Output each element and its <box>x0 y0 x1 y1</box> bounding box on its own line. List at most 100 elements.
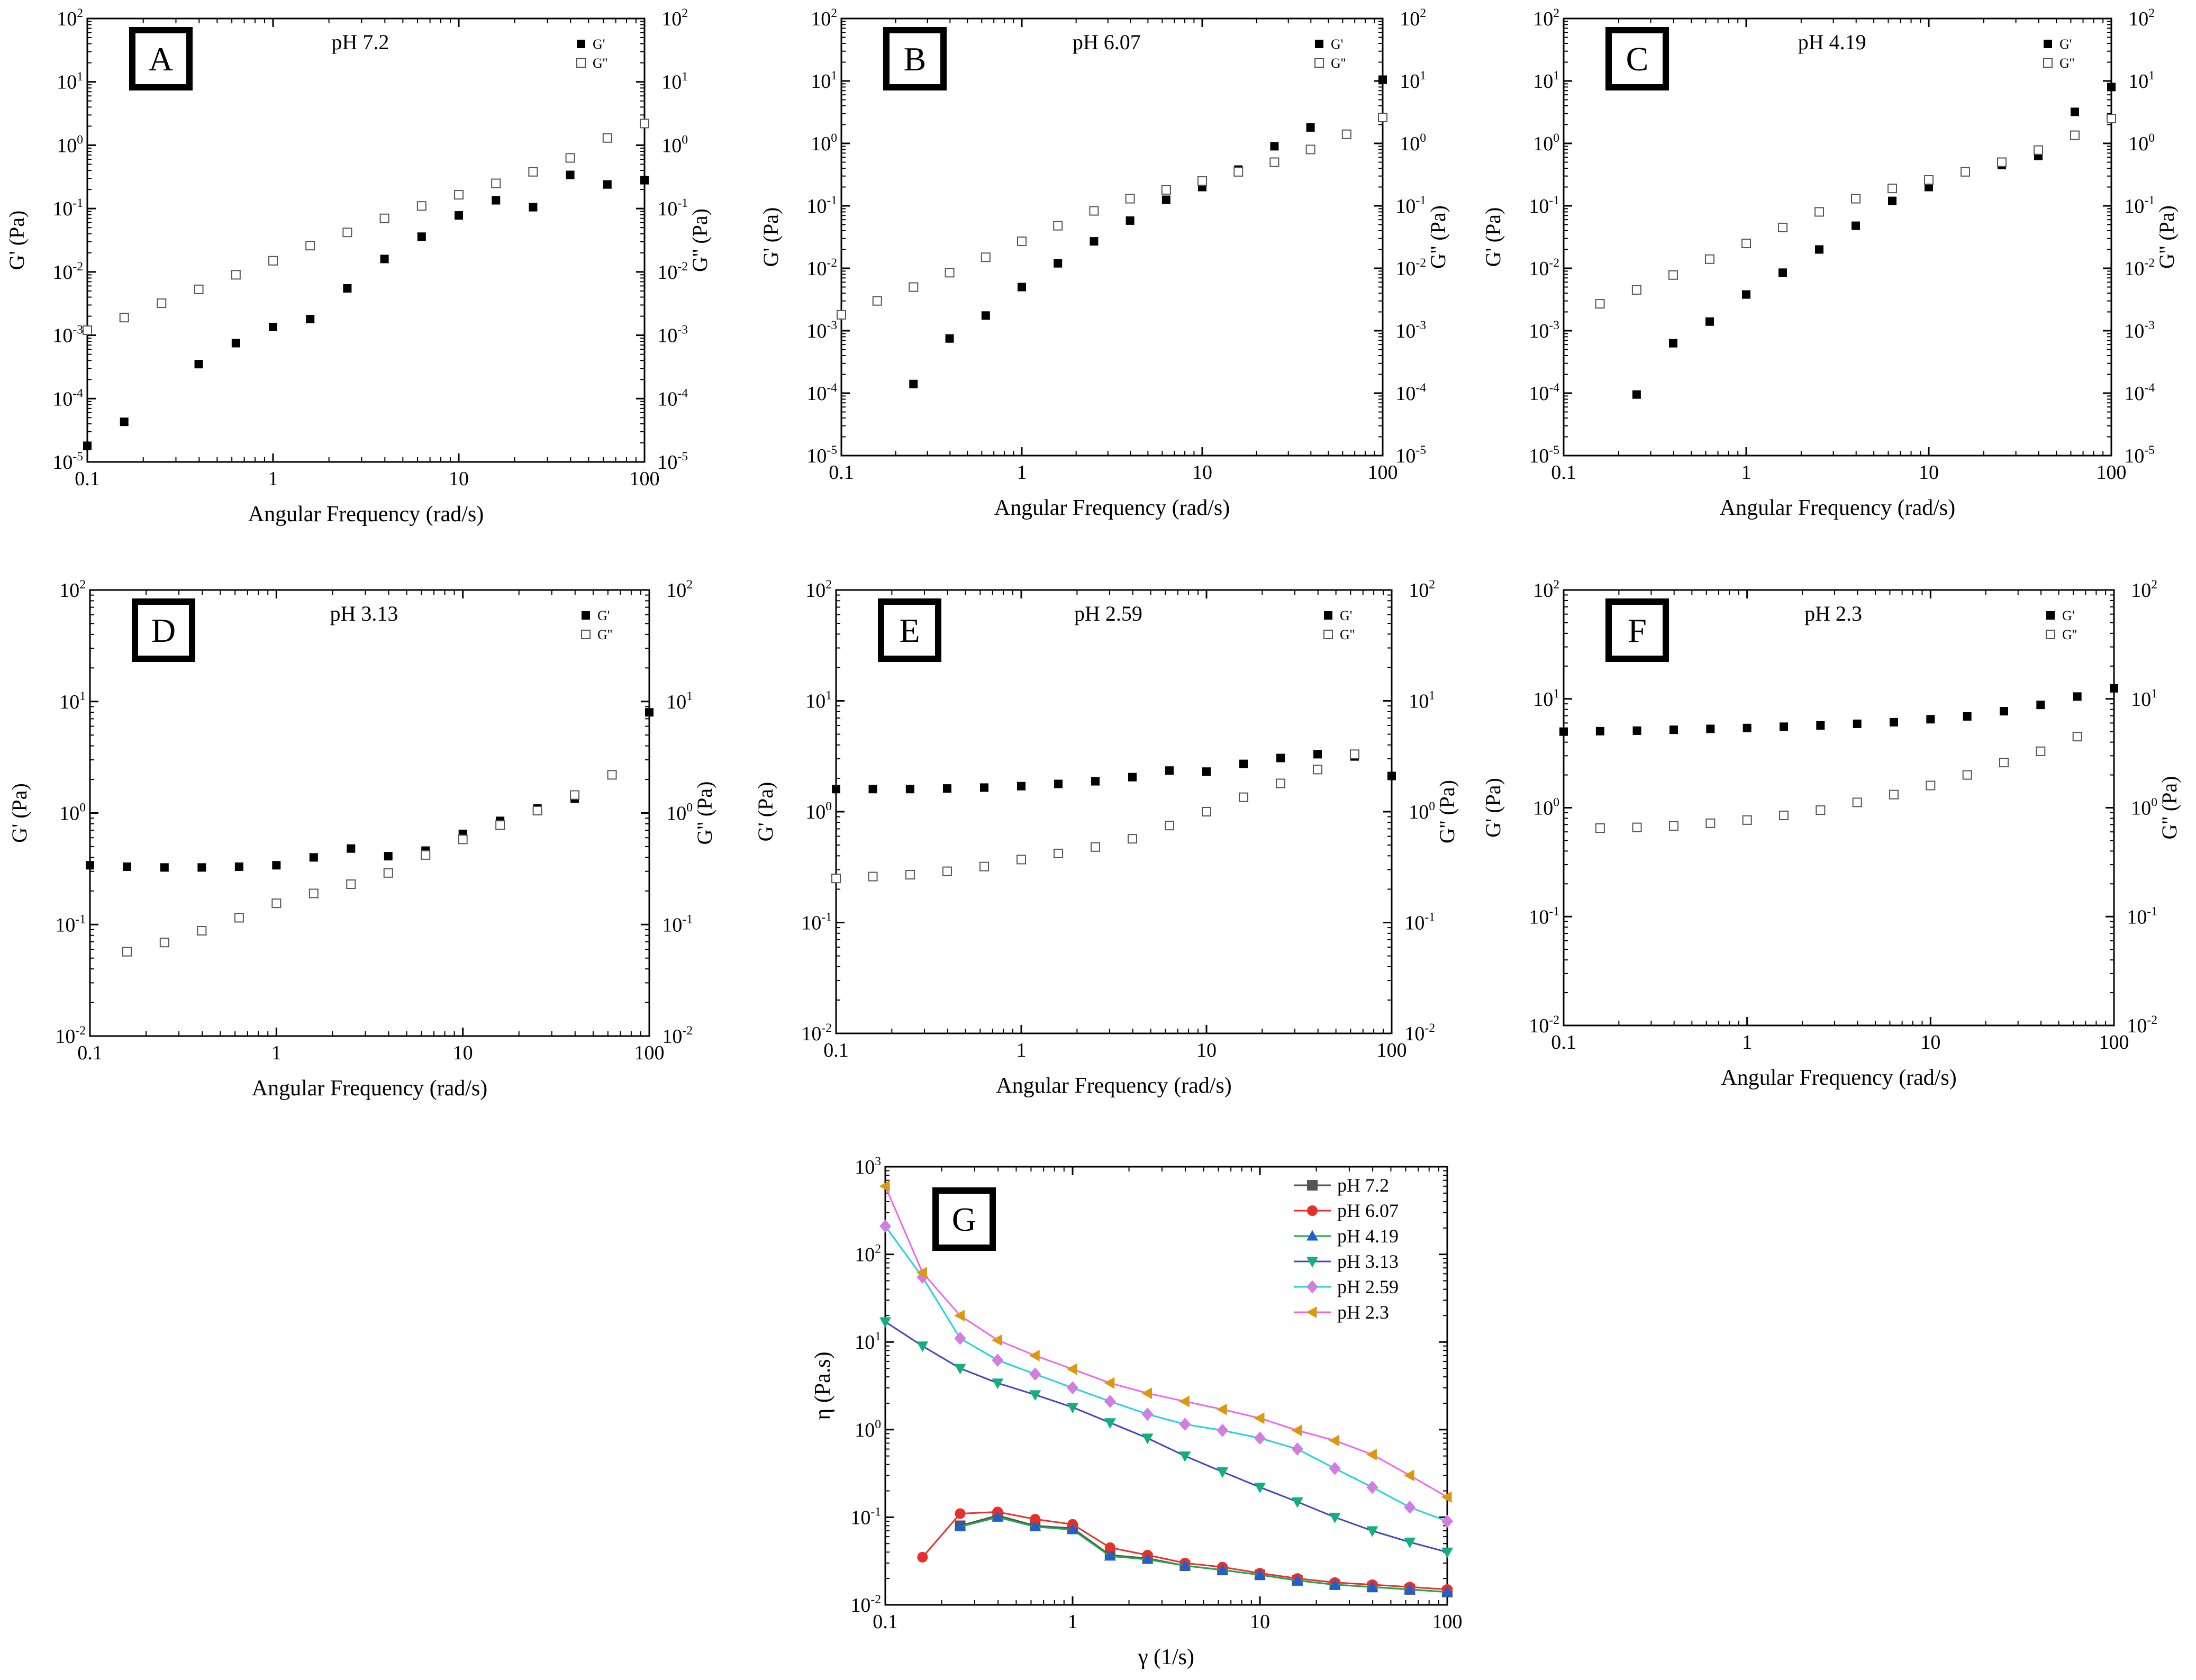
series-ph-4-19 <box>954 1511 1453 1597</box>
y-tick-label: 102 <box>59 578 86 602</box>
series-ph-2-3 <box>879 1180 1452 1503</box>
g-prime-point <box>1632 390 1641 399</box>
legend-label: pH 4.19 <box>1337 1225 1399 1247</box>
series-g-prime <box>909 75 1387 388</box>
legend-label: pH 6.07 <box>1337 1200 1399 1221</box>
g-prime-point <box>868 785 877 794</box>
data-point <box>992 1378 1004 1390</box>
g-double-prime-point <box>1161 185 1171 195</box>
legend-marker <box>1306 1257 1318 1268</box>
data-point <box>1178 1395 1190 1407</box>
y-tick-label: 10-1 <box>52 196 83 220</box>
g-double-prime-point <box>495 820 505 830</box>
y-tick-label: 101 <box>59 689 86 713</box>
y2-tick-label: 101 <box>666 689 693 713</box>
data-point <box>954 1310 965 1322</box>
x-tick-label: 0.1 <box>77 1042 103 1064</box>
y-tick-label: 102 <box>811 6 837 30</box>
x-tick-label: 100 <box>1368 461 1398 484</box>
y-axis-label-left: G' (Pa) <box>5 211 29 270</box>
g-double-prime-point <box>1341 129 1351 139</box>
y-tick-label: 10-2 <box>55 1024 86 1048</box>
g-prime-point <box>945 334 954 343</box>
x-tick-label: 1 <box>1017 461 1027 484</box>
data-point <box>954 1364 966 1375</box>
data-point <box>992 1511 1004 1522</box>
y-tick-label: 10-2 <box>1529 1013 1559 1037</box>
plot-frame <box>1563 17 2112 457</box>
g-double-prime-point <box>383 868 393 878</box>
data-point <box>1291 1424 1302 1437</box>
g-prime-point <box>83 441 92 450</box>
g-double-prime-point <box>945 268 955 278</box>
g-prime-point <box>231 339 240 348</box>
y-tick-label: 100 <box>805 800 832 823</box>
y-tick-label: 100 <box>855 1418 881 1441</box>
series-g-double-prime <box>83 119 649 335</box>
g-prime-point <box>2000 707 2009 716</box>
y-axis-label-right: G'' (Pa) <box>1426 205 1450 269</box>
g-double-prime-point <box>1276 778 1286 788</box>
y-tick-label: 10-2 <box>52 260 83 284</box>
g-prime-point <box>1387 771 1396 780</box>
g-prime-point <box>1668 339 1677 348</box>
x-tick-label: 0.1 <box>829 461 854 484</box>
g-prime-point <box>1165 766 1174 775</box>
g-double-prime-point <box>83 325 92 335</box>
x-tick-label: 1 <box>1742 1031 1752 1054</box>
x-tick-label: 10 <box>1250 1611 1270 1633</box>
y-tick-label: 101 <box>57 70 83 94</box>
x-tick-label: 1 <box>268 468 278 490</box>
g-prime-point <box>343 284 352 293</box>
g-double-prime-point <box>1350 749 1360 759</box>
panel-title: pH 2.3 <box>1804 602 1862 625</box>
y2-tick-label: 102 <box>661 6 688 30</box>
g-prime-point <box>197 863 206 872</box>
g-prime-point <box>1963 712 1972 721</box>
y-tick-label: 10-5 <box>52 450 83 474</box>
g-prime-point <box>269 322 277 331</box>
g-prime-point <box>942 784 951 793</box>
legend-g-double-prime-marker <box>2043 58 2053 68</box>
data-point <box>1179 1451 1191 1463</box>
g-prime-point <box>1239 759 1248 768</box>
g-prime-point <box>1925 183 1933 192</box>
legend-g-double-prime-marker <box>1314 58 1324 68</box>
y-tick-label: 102 <box>57 6 83 30</box>
x-axis-label: Angular Frequency (rad/s) <box>252 1076 488 1101</box>
legend-g-prime-label: G' <box>593 37 605 52</box>
g-double-prime-point <box>1269 157 1280 167</box>
g-prime-point <box>1851 221 1860 230</box>
x-axis-label: Angular Frequency (rad/s) <box>996 1074 1232 1098</box>
g-prime-point <box>909 379 918 388</box>
legend-g-double-prime-label: G'' <box>1340 627 1355 642</box>
plot-frame <box>840 17 1384 457</box>
x-axis-label: Angular Frequency (rad/s) <box>1720 496 1956 520</box>
g-double-prime-point <box>1165 821 1175 831</box>
g-prime-point <box>309 853 318 862</box>
g-double-prime-point <box>1089 206 1099 216</box>
g-prime-point <box>640 176 649 185</box>
data-point <box>992 1354 1004 1367</box>
y2-tick-label: 100 <box>666 801 693 825</box>
y2-tick-label: 101 <box>661 70 688 94</box>
y2-tick-label: 102 <box>1400 6 1426 30</box>
y-tick-label: 101 <box>1533 69 1559 93</box>
g-double-prime-point <box>119 313 129 323</box>
g-prime-point <box>529 203 538 212</box>
data-point <box>1067 1523 1078 1534</box>
plot-frame <box>884 1166 1448 1606</box>
x-tick-label: 0.1 <box>1551 461 1576 484</box>
g-prime-point <box>1054 779 1063 788</box>
y-tick-label: 10-2 <box>850 1593 881 1617</box>
legend-g-prime-marker <box>2044 40 2052 48</box>
panel-letter: A <box>149 40 173 78</box>
g-double-prime-point <box>1632 822 1642 832</box>
g-double-prime-point <box>1888 184 1898 194</box>
x-tick-label: 10 <box>1919 461 1939 484</box>
plot-frame <box>86 17 646 463</box>
g-prime-point <box>905 785 914 794</box>
g-prime-point <box>2071 107 2080 116</box>
x-tick-label: 10 <box>453 1042 473 1064</box>
